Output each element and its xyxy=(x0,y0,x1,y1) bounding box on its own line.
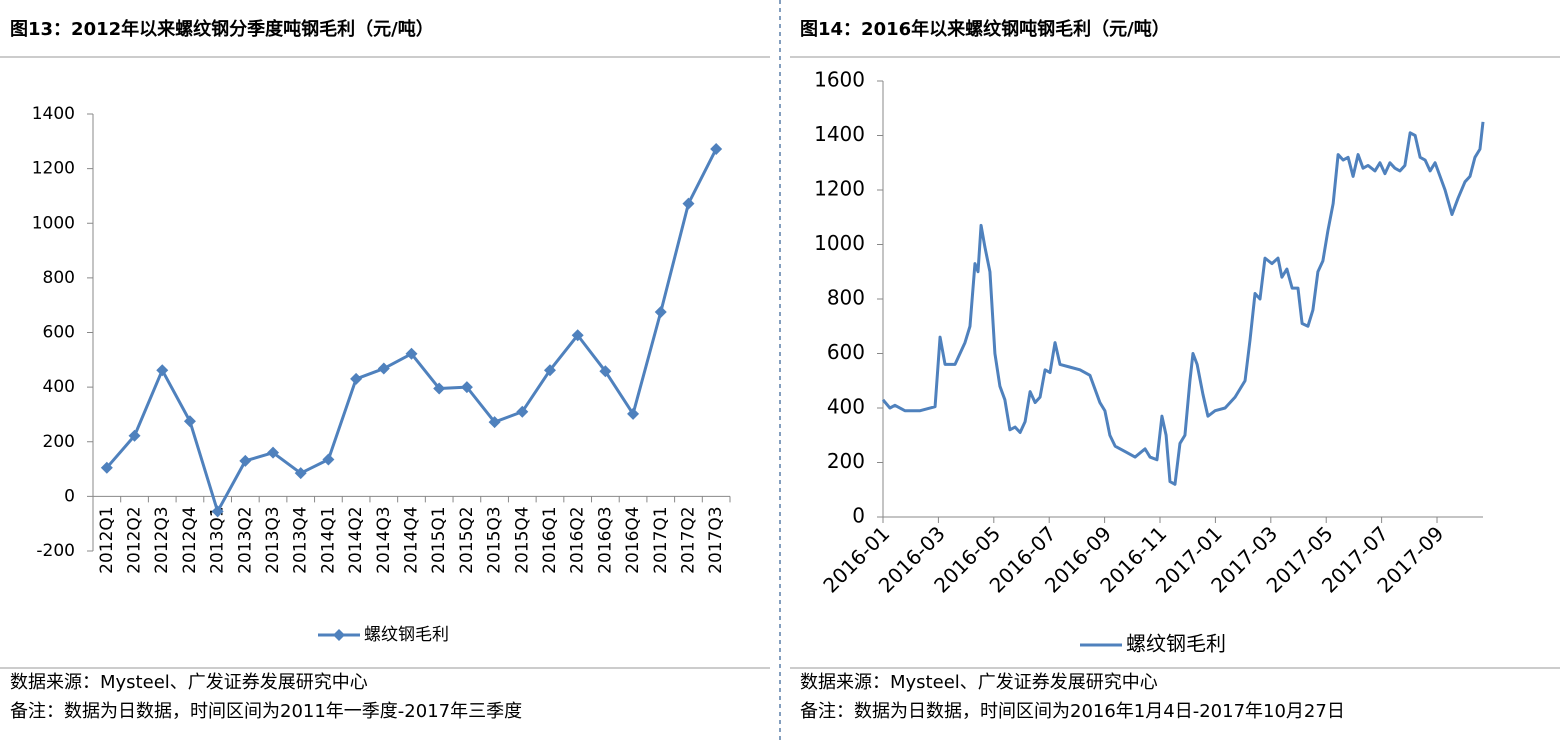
y-tick-label: 400 xyxy=(827,395,865,419)
legend-label: 螺纹钢毛利 xyxy=(364,625,449,645)
x-tick-label: 2015Q4 xyxy=(512,506,532,573)
x-tick-label: 2015Q3 xyxy=(485,506,505,573)
y-tick-label: 0 xyxy=(852,504,865,528)
data-point xyxy=(654,306,667,319)
data-point xyxy=(433,382,446,395)
data-point xyxy=(322,453,335,466)
data-point xyxy=(239,454,252,467)
x-tick-label: 2013Q2 xyxy=(235,506,255,573)
data-point xyxy=(128,429,141,442)
y-tick-label: 1000 xyxy=(32,213,75,233)
x-tick-label: 2016Q3 xyxy=(595,506,615,573)
data-point xyxy=(377,362,390,375)
x-tick-label: 2012Q1 xyxy=(97,506,117,573)
source: 数据来源：Mysteel、广发证券发展研究中心 xyxy=(10,672,368,693)
chart-title: 图14：2016年以来螺纹钢吨钢毛利（元/吨） xyxy=(800,18,1170,40)
x-tick-label: 2017Q1 xyxy=(651,506,671,573)
x-tick-label: 2015Q1 xyxy=(429,506,449,573)
note: 备注：数据为日数据，时间区间为2016年1月4日-2017年10月27日 xyxy=(800,701,1345,722)
y-tick-label: 600 xyxy=(43,323,75,343)
x-tick-label: 2012Q3 xyxy=(152,506,172,573)
data-point xyxy=(294,467,307,480)
legend-marker xyxy=(333,629,345,641)
x-tick-label: 2013Q1 xyxy=(208,506,228,573)
y-tick-label: 1200 xyxy=(814,177,865,201)
x-tick-label: 2016Q1 xyxy=(540,506,560,573)
x-tick-label: 2017Q3 xyxy=(706,506,726,573)
x-tick-label: 2016Q4 xyxy=(623,506,643,573)
x-tick-label: 2012Q4 xyxy=(180,506,200,573)
data-point xyxy=(460,381,473,394)
y-tick-label: 0 xyxy=(64,486,75,506)
y-tick-label: 1400 xyxy=(814,122,865,146)
x-tick-label: 2013Q3 xyxy=(263,506,283,573)
source: 数据来源：Mysteel、广发证券发展研究中心 xyxy=(800,672,1158,693)
y-tick-label: 1000 xyxy=(814,231,865,255)
series-line xyxy=(105,148,718,513)
x-tick-label: 2017Q2 xyxy=(678,506,698,573)
x-tick-label: 2014Q2 xyxy=(346,506,366,573)
data-point xyxy=(627,407,640,420)
x-tick-label: 2015Q2 xyxy=(457,506,477,573)
data-point xyxy=(156,364,169,377)
x-tick-label: 2012Q2 xyxy=(125,506,145,573)
legend-label: 螺纹钢毛利 xyxy=(1126,632,1226,656)
y-tick-label: 1600 xyxy=(814,68,865,92)
y-tick-label: -200 xyxy=(36,541,75,561)
data-point xyxy=(100,461,113,474)
x-tick-label: 2013Q4 xyxy=(291,506,311,573)
y-tick-label: 200 xyxy=(827,449,865,473)
series-line xyxy=(881,121,1485,486)
data-point xyxy=(405,347,418,360)
y-tick-label: 1200 xyxy=(32,159,75,179)
data-point xyxy=(710,142,723,155)
x-tick-label: 2014Q1 xyxy=(318,506,338,573)
data-point xyxy=(350,372,363,385)
data-point xyxy=(571,329,584,342)
data-point xyxy=(599,365,612,378)
note: 备注：数据为日数据，时间区间为2011年一季度-2017年三季度 xyxy=(10,701,522,722)
y-tick-label: 1400 xyxy=(32,104,75,124)
y-tick-label: 600 xyxy=(827,340,865,364)
data-point xyxy=(211,505,224,518)
x-tick-label: 2016Q2 xyxy=(568,506,588,573)
data-point xyxy=(267,446,280,459)
y-tick-label: 800 xyxy=(43,268,75,288)
data-point xyxy=(543,364,556,377)
chart-title: 图13：2012年以来螺纹钢分季度吨钢毛利（元/吨） xyxy=(10,18,434,40)
data-point xyxy=(682,197,695,210)
data-point xyxy=(183,415,196,428)
y-tick-label: 200 xyxy=(43,432,75,452)
x-tick-label: 2014Q3 xyxy=(374,506,394,573)
x-tick-label: 2014Q4 xyxy=(402,506,422,573)
y-tick-label: 400 xyxy=(43,377,75,397)
data-point xyxy=(488,416,501,429)
data-point xyxy=(516,405,529,418)
y-tick-label: 800 xyxy=(827,286,865,310)
